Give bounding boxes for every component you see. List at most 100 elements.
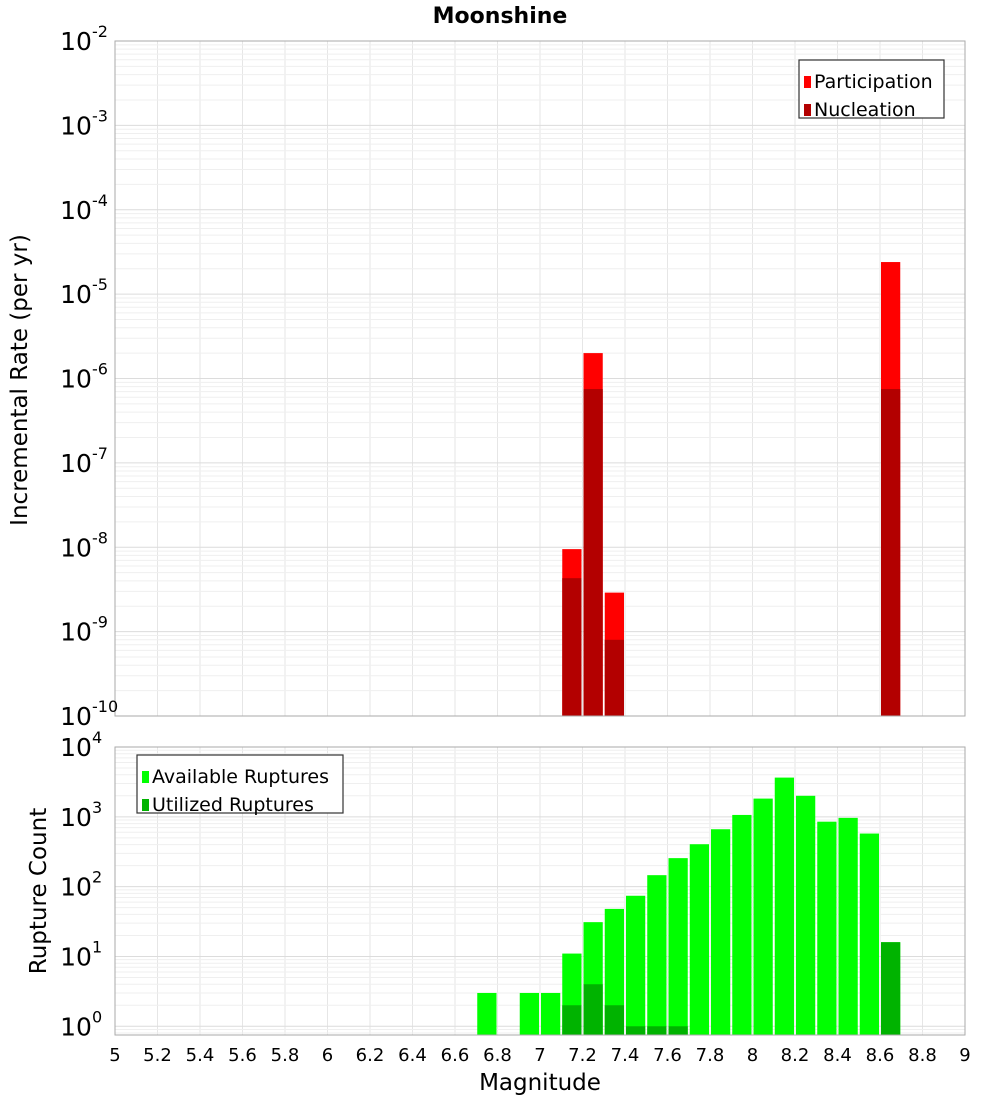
x-tick-label: 6.2 [356,1045,385,1066]
x-tick-label: 8.6 [866,1045,895,1066]
nucleation-legend-label: Nucleation [814,99,916,121]
available-ruptures-bar [668,858,688,1035]
utilized-ruptures-bar [562,1005,582,1035]
x-tick-label: 6.8 [483,1045,512,1066]
available-ruptures-bar [626,895,646,1035]
y-tick-label: 10 [60,873,92,902]
available-ruptures-bar [604,908,624,1035]
x-tick-label: 6 [322,1045,333,1066]
x-tick-label: 5.2 [143,1045,172,1066]
nucleation-bar [604,639,624,716]
utilized-ruptures-legend-label: Utilized Ruptures [152,794,314,816]
top-plot-frame [114,40,966,717]
available-ruptures-bar [732,814,752,1035]
legend-box [136,754,344,814]
utilized-ruptures-legend-swatch [142,799,149,811]
available-ruptures-bar [796,795,816,1035]
x-tick-label: 5.8 [271,1045,300,1066]
y-tick-exponent: -8 [92,528,108,547]
utilized-ruptures-bar [881,942,901,1035]
y-tick-label: 10 [60,111,92,140]
available-ruptures-bar [838,817,858,1035]
available-ruptures-bar [859,833,879,1035]
participation-legend-swatch [804,76,811,88]
x-tick-label: 7 [534,1045,545,1066]
y-tick-exponent: -6 [92,360,108,379]
top-bars [562,262,901,716]
available-ruptures-bar [519,992,539,1035]
x-tick-label: 5.4 [186,1045,215,1066]
nucleation-bar [583,389,603,716]
y-tick-label: 10 [60,803,92,832]
available-ruptures-bar [753,798,773,1035]
available-ruptures-bar [477,992,497,1035]
utilized-ruptures-bar [604,1005,624,1035]
x-tick-labels: 5 5.2 5.4 5.6 5.8 6 6.2 6.4 6.6 6.8 7 7.2 7.4 7.6 7.8 8… [109,1045,970,1066]
y-tick-exponent: 4 [92,728,102,747]
top-grid [114,40,966,717]
y-tick-label: 10 [60,533,92,562]
x-tick-label: 8.2 [781,1045,810,1066]
x-tick-label: 6.4 [398,1045,427,1066]
available-ruptures-bar [647,875,667,1035]
y-tick-label: 10 [60,280,92,309]
bottom-legend: Available Ruptures Utilized Ruptures [136,754,344,816]
utilized-ruptures-bar [583,984,603,1035]
utilized-ruptures-bar [626,1026,646,1035]
available-ruptures-bar [711,829,731,1035]
y-tick-exponent: 3 [92,798,102,817]
top-legend: Participation Nucleation [798,59,945,121]
y-tick-exponent: 2 [92,868,102,887]
x-tick-label: 7.8 [696,1045,725,1066]
utilized-ruptures-bar [668,1026,688,1035]
y-tick-exponent: 1 [92,937,102,956]
y-tick-exponent: -2 [92,22,108,41]
y-tick-label: 10 [60,702,92,731]
y-tick-label: 10 [60,1012,92,1041]
available-ruptures-bar [817,821,837,1035]
x-tick-label: 5 [109,1045,120,1066]
chart-title: Moonshine [433,4,568,29]
utilized-ruptures-bar [647,1026,667,1035]
x-tick-label: 6.6 [441,1045,470,1066]
x-tick-label: 8.4 [823,1045,852,1066]
available-ruptures-legend-swatch [142,771,149,783]
nucleation-bar [881,389,901,716]
available-ruptures-bar [689,844,709,1035]
x-tick-label: 7.2 [568,1045,597,1066]
nucleation-legend-swatch [804,104,811,116]
y-tick-exponent: -5 [92,275,108,294]
y-tick-label: 10 [60,733,92,762]
y-tick-exponent: -7 [92,444,108,463]
x-tick-label: 7.4 [611,1045,640,1066]
x-axis-label: Magnitude [479,1070,601,1096]
y-tick-label: 10 [60,618,92,647]
y-tick-exponent: 0 [92,1007,102,1026]
available-ruptures-bar [774,777,794,1035]
participation-legend-label: Participation [814,71,933,93]
y-tick-label: 10 [60,27,92,56]
y-tick-exponent: -4 [92,191,108,210]
legend-box [798,59,945,119]
top-y-axis-label: Incremental Rate (per yr) [7,234,33,526]
y-tick-exponent: -10 [92,697,118,716]
x-tick-label: 5.6 [228,1045,257,1066]
bottom-y-axis-label: Rupture Count [26,808,52,974]
x-tick-label: 9 [959,1045,970,1066]
nucleation-bar [562,578,582,716]
x-tick-label: 8.8 [908,1045,937,1066]
y-tick-label: 10 [60,365,92,394]
y-tick-exponent: -9 [92,613,108,632]
y-tick-label: 10 [60,449,92,478]
y-tick-label: 10 [60,942,92,971]
y-tick-exponent: -3 [92,106,108,125]
available-ruptures-bar [541,992,561,1035]
available-ruptures-legend-label: Available Ruptures [152,766,329,788]
x-tick-label: 8 [747,1045,758,1066]
bottom-plot-frame [114,746,966,1036]
y-tick-label: 10 [60,196,92,225]
